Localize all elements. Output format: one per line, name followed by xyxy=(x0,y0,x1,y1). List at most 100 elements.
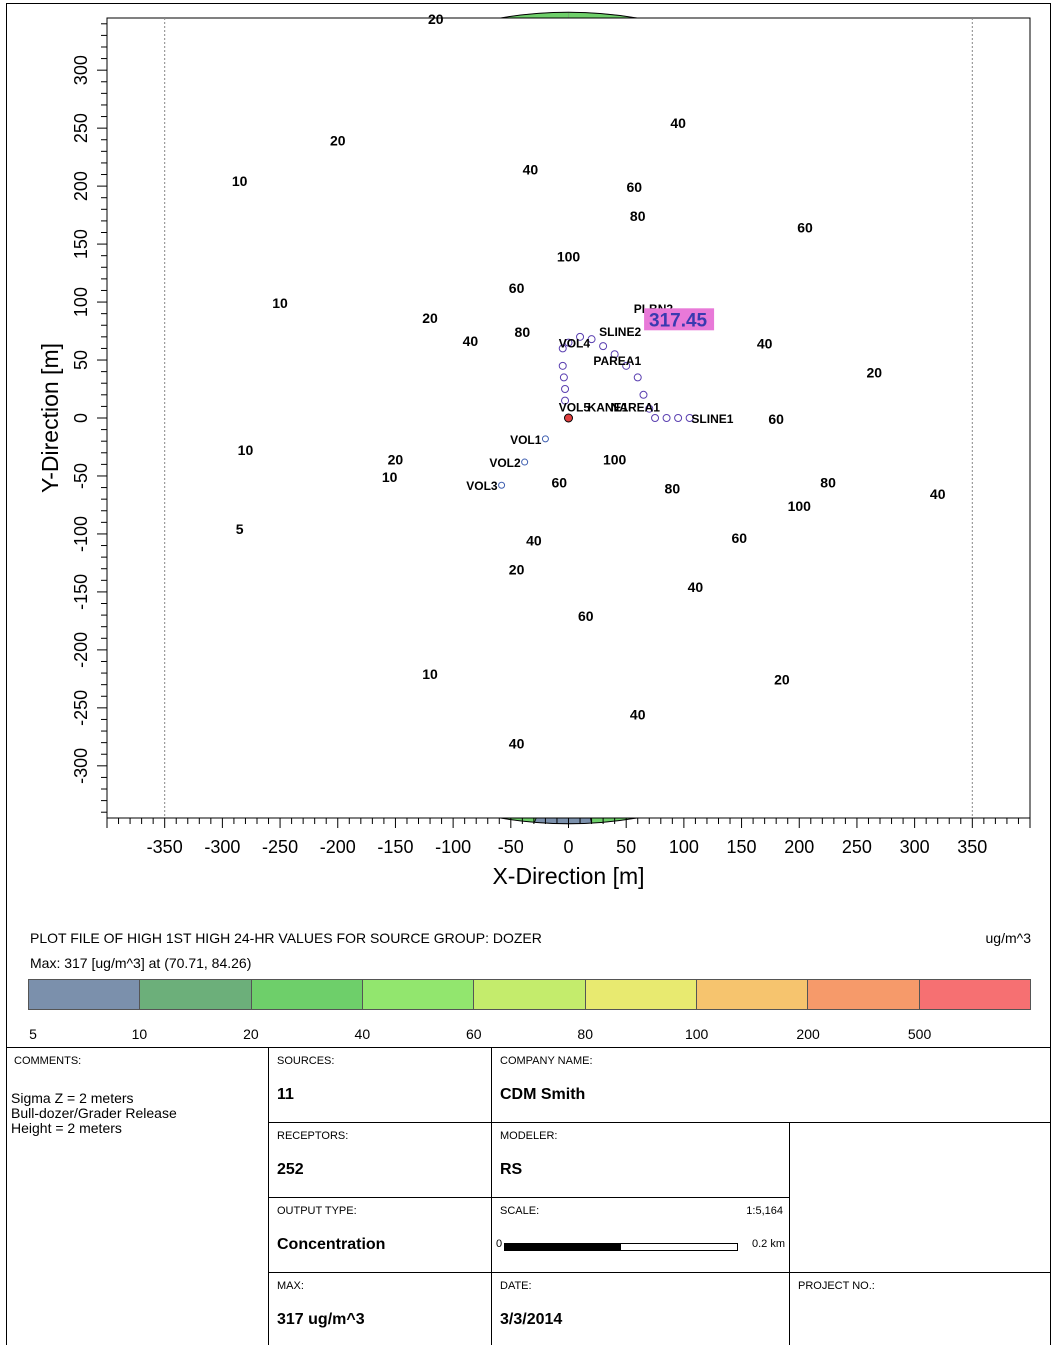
source-label: PAREA1 xyxy=(593,354,641,368)
source-label: VOL3 xyxy=(466,479,498,493)
x-tick-label: -100 xyxy=(435,837,471,857)
source-point xyxy=(651,414,660,422)
contour-label: 20 xyxy=(422,310,438,326)
source-point xyxy=(498,481,506,489)
contour-label: 40 xyxy=(463,333,479,349)
contour-label: 40 xyxy=(509,735,525,751)
y-tick-label: -50 xyxy=(71,463,91,489)
comment-line: Bull-dozer/Grader Release xyxy=(11,1105,177,1121)
plot-units: ug/m^3 xyxy=(985,930,1031,946)
company-value: CDM Smith xyxy=(500,1086,586,1103)
contour-label: 60 xyxy=(509,280,525,296)
comment-line: Sigma Z = 2 meters xyxy=(11,1090,134,1106)
y-tick-label: -300 xyxy=(71,748,91,784)
max-highlight xyxy=(644,308,715,331)
max-summary: Max: 317 [ug/m^3] at (70.71, 84.26) xyxy=(30,955,252,971)
contour-label: 20 xyxy=(428,11,444,27)
legend-swatch xyxy=(919,980,1030,1009)
legend-label: 500 xyxy=(907,1026,932,1042)
y-tick-label: 300 xyxy=(71,55,91,85)
contour-label: 40 xyxy=(670,115,686,131)
legend-swatch xyxy=(362,980,475,1009)
contour-label: 5 xyxy=(236,521,244,537)
contour-label: 40 xyxy=(523,162,539,178)
scale-cell: SCALE: 1:5,164 0 0.2 km xyxy=(492,1198,790,1273)
frame-border xyxy=(6,3,1051,4)
comment-line: Height = 2 meters xyxy=(11,1120,122,1136)
source-label: VOL4 xyxy=(559,337,591,351)
project-no-label: PROJECT NO.: xyxy=(798,1280,875,1292)
scale-bar xyxy=(504,1243,738,1251)
source-point xyxy=(599,342,608,351)
source-point xyxy=(559,373,568,382)
x-tick-label: -350 xyxy=(147,837,183,857)
company-cell: COMPANY NAME: CDM Smith xyxy=(492,1047,1051,1123)
y-tick-label: -150 xyxy=(71,574,91,610)
sources-cell: SOURCES: 11 xyxy=(269,1047,492,1123)
sources-value: 11 xyxy=(277,1086,294,1103)
source-point xyxy=(561,396,570,405)
source-label: NAREA1 xyxy=(611,400,661,414)
legend-label: 80 xyxy=(577,1026,594,1042)
source-point xyxy=(541,435,549,443)
source-point xyxy=(558,361,567,370)
legend-label: 10 xyxy=(131,1026,148,1042)
x-tick-label: -200 xyxy=(320,837,356,857)
output-type-label: OUTPUT TYPE: xyxy=(277,1205,357,1217)
modeler-value: RS xyxy=(500,1161,523,1178)
frame-border xyxy=(6,3,7,1345)
x-tick-label: 350 xyxy=(957,837,987,857)
contour-label: 20 xyxy=(388,451,404,467)
contour-label: 20 xyxy=(866,364,882,380)
scale-start: 0 xyxy=(496,1238,503,1250)
source-label: SLINE1 xyxy=(691,412,733,426)
modeler-label: MODELER: xyxy=(500,1130,558,1142)
legend-swatch xyxy=(251,980,363,1009)
source-point xyxy=(639,390,648,399)
contour-label: 40 xyxy=(930,486,946,502)
legend-label: 5 xyxy=(29,1026,37,1042)
contour-label: 100 xyxy=(557,248,581,264)
y-tick-label: -250 xyxy=(71,690,91,726)
source-point xyxy=(674,414,683,422)
contour-label: 40 xyxy=(526,533,542,549)
contour-label: 10 xyxy=(238,442,254,458)
contour-label: 60 xyxy=(768,411,784,427)
scale-end: 0.2 km xyxy=(751,1238,785,1250)
x-tick-label: 200 xyxy=(784,837,814,857)
contour-label: 20 xyxy=(774,672,790,688)
source-markers: VOL1VOL2VOL3VOL4VOL5SLINE1SLINE2PAREA1PL… xyxy=(466,302,734,493)
y-tick-label: 50 xyxy=(71,350,91,370)
legend-swatch xyxy=(696,980,809,1009)
x-tick-label: 0 xyxy=(563,837,573,857)
legend-label: 100 xyxy=(684,1026,709,1042)
source-point xyxy=(521,458,529,466)
contour-plot: -350 -300 -250 -200 -150 -100 -50 0 50 100 150 200 2… xyxy=(37,11,1031,889)
source-point xyxy=(576,332,585,341)
contour-label: 10 xyxy=(422,666,438,682)
source-label: KANE1 xyxy=(588,400,629,414)
y-axis-title: Y-Direction [m] xyxy=(37,343,63,493)
x-tick-label: -250 xyxy=(262,837,298,857)
comments-label: COMMENTS: xyxy=(14,1055,82,1067)
source-label: VOL2 xyxy=(489,456,521,470)
source-label: VOL5 xyxy=(559,400,591,414)
legend-label: 20 xyxy=(243,1026,259,1042)
contour-label: 60 xyxy=(551,475,567,491)
max-value: 317 ug/m^3 xyxy=(277,1311,365,1328)
source-point xyxy=(587,335,596,344)
max-cell: MAX: 317 ug/m^3 xyxy=(269,1273,492,1345)
x-tick-label: 100 xyxy=(669,837,699,857)
legend-label: 60 xyxy=(465,1026,482,1042)
x-tick-label: 50 xyxy=(616,837,636,857)
origin-marker xyxy=(564,413,573,423)
contour-label: 20 xyxy=(330,133,346,149)
date-value: 3/3/2014 xyxy=(500,1311,563,1328)
contour-label: 60 xyxy=(797,219,813,235)
receptors-label: RECEPTORS: xyxy=(277,1130,349,1142)
date-label: DATE: xyxy=(500,1280,532,1292)
max-label: MAX: xyxy=(277,1280,304,1292)
y-tick-label: 150 xyxy=(71,229,91,259)
legend-swatch xyxy=(29,980,141,1009)
